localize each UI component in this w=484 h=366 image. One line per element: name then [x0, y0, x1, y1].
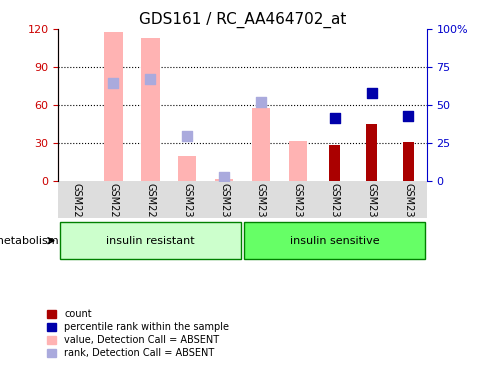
Point: [146, 76, 154, 82]
Point: [183, 133, 191, 139]
Text: insulin sensitive: insulin sensitive: [289, 236, 378, 246]
Bar: [251, 108, 270, 182]
Text: GSM2297: GSM2297: [145, 183, 155, 230]
Point: [330, 115, 338, 120]
Text: GSM2292: GSM2292: [108, 183, 118, 230]
Bar: [365, 124, 376, 182]
Title: GDS161 / RC_AA464702_at: GDS161 / RC_AA464702_at: [138, 12, 346, 28]
FancyBboxPatch shape: [60, 223, 240, 259]
Text: GSM2316: GSM2316: [292, 183, 302, 230]
Point: [404, 113, 411, 119]
Text: GSM2326: GSM2326: [366, 183, 376, 230]
Bar: [329, 145, 339, 182]
Text: GSM2331: GSM2331: [403, 183, 412, 230]
Text: insulin resistant: insulin resistant: [106, 236, 194, 246]
Point: [367, 90, 375, 96]
Legend: count, percentile rank within the sample, value, Detection Call = ABSENT, rank, : count, percentile rank within the sample…: [44, 307, 231, 361]
FancyBboxPatch shape: [244, 223, 424, 259]
Point: [109, 79, 117, 85]
Bar: [178, 156, 196, 182]
Bar: [104, 32, 122, 182]
Text: GSM2321: GSM2321: [329, 183, 339, 230]
Text: GSM2287: GSM2287: [72, 183, 81, 230]
Point: [220, 174, 227, 180]
Bar: [288, 141, 306, 182]
Text: GSM2307: GSM2307: [219, 183, 228, 230]
Bar: [402, 142, 413, 182]
Text: GSM2302: GSM2302: [182, 183, 192, 230]
Bar: [214, 179, 233, 182]
Point: [257, 99, 264, 105]
Text: GSM2311: GSM2311: [256, 183, 265, 230]
Text: metabolism: metabolism: [0, 236, 58, 246]
Bar: [141, 38, 159, 182]
